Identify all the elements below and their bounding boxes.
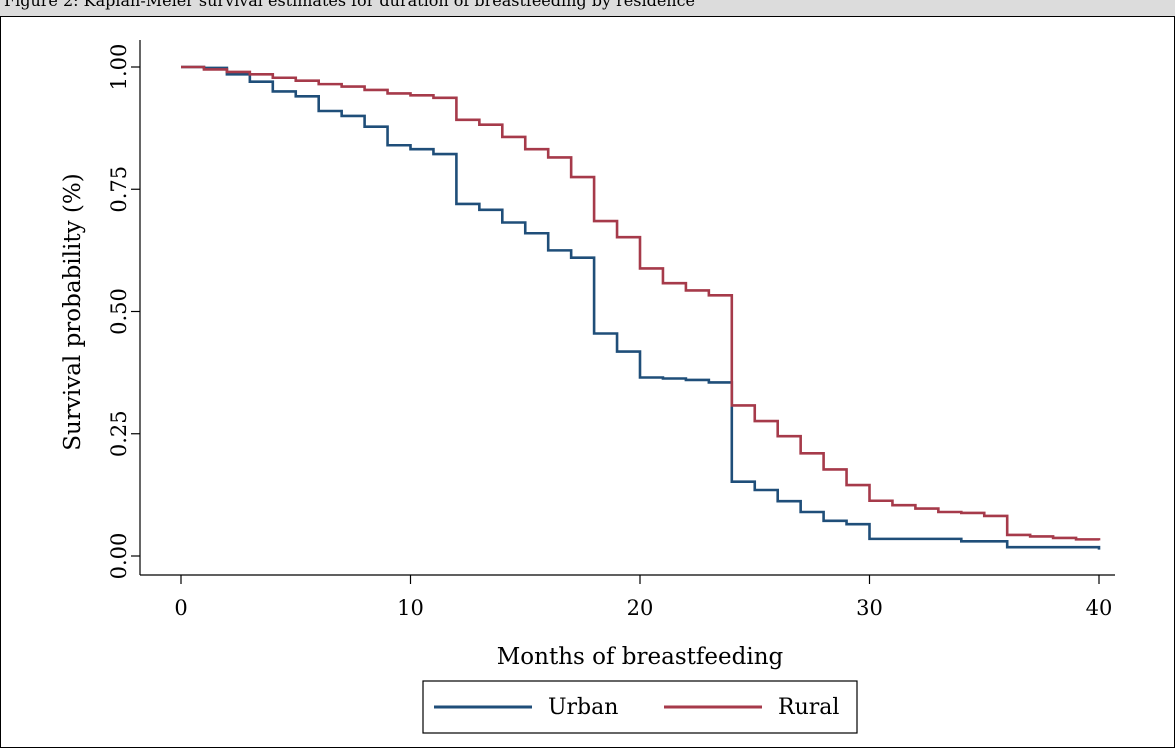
y-tick-label: 0.50 — [107, 288, 131, 335]
x-tick-label: 30 — [856, 596, 883, 620]
x-tick-label: 20 — [627, 596, 654, 620]
y-tick-label: 0.75 — [107, 166, 131, 213]
axes: 0 10 20 30 40 0.00 0.25 0.50 0.75 1.00 — [107, 40, 1115, 620]
y-tick-label: 1.00 — [107, 44, 131, 91]
series-line-rural — [181, 65, 1101, 541]
y-tick-label: 0.25 — [107, 410, 131, 457]
plot-area — [181, 65, 1101, 550]
series-line-urban — [181, 65, 1101, 550]
x-axis-title: Months of breastfeeding — [497, 644, 784, 670]
y-tick-label: 0.00 — [107, 533, 131, 580]
legend-label-urban: Urban — [548, 695, 618, 720]
y-axis-title: Survival probability (%) — [60, 173, 86, 450]
figure-caption: Figure 2: Kaplan-Meier survival estimate… — [4, 0, 696, 10]
legend: Urban Rural — [422, 680, 858, 734]
x-tick-label: 40 — [1086, 596, 1113, 620]
figure-caption-strip: Figure 2: Kaplan-Meier survival estimate… — [0, 0, 1175, 17]
legend-label-rural: Rural — [778, 695, 839, 720]
x-tick-label: 0 — [174, 596, 187, 620]
x-tick-label: 10 — [397, 596, 424, 620]
